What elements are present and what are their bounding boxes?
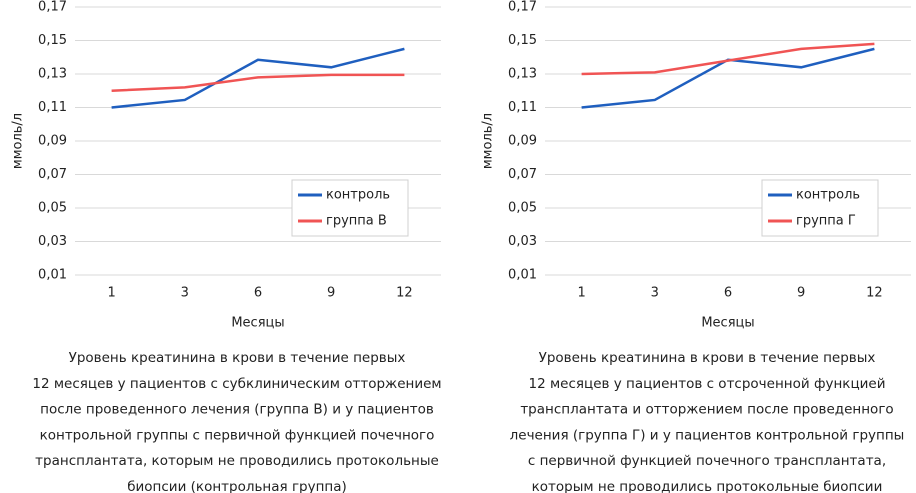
x-tick-label: 9 bbox=[327, 286, 335, 301]
y-tick-label: 0,05 bbox=[38, 201, 67, 216]
line-series bbox=[111, 47, 405, 109]
legend-label: контроль bbox=[796, 188, 860, 203]
caption-line: биопсии (контрольная группа) bbox=[127, 479, 347, 493]
line-series bbox=[581, 42, 875, 76]
x-tick-label: 3 bbox=[181, 286, 189, 301]
x-tick-label: 6 bbox=[724, 286, 732, 301]
y-tick-label: 0,11 bbox=[508, 100, 537, 115]
y-tick-label: 0,17 bbox=[508, 0, 537, 15]
legend-label: контроль bbox=[326, 188, 390, 203]
y-tick-label: 0,07 bbox=[38, 167, 67, 182]
caption-line: контрольной группы с первичной функцией … bbox=[40, 427, 435, 443]
y-axis-title: ммоль/л bbox=[481, 113, 496, 169]
y-tick-label: 0,09 bbox=[38, 134, 67, 149]
caption-line: трансплантата и отторжением после провед… bbox=[520, 402, 893, 418]
y-tick-label: 0,15 bbox=[38, 33, 67, 48]
y-tick-label: 0,03 bbox=[508, 234, 537, 249]
caption-line: Уровень креатинина в крови в течение пер… bbox=[539, 350, 876, 366]
y-tick-label: 0,05 bbox=[508, 201, 537, 216]
y-tick-label: 0,01 bbox=[508, 268, 537, 283]
x-tick-label: 9 bbox=[797, 286, 805, 301]
y-tick-label: 0,13 bbox=[508, 67, 537, 82]
y-tick-label: 0,17 bbox=[38, 0, 67, 15]
y-tick-label: 0,09 bbox=[508, 134, 537, 149]
x-tick-label: 1 bbox=[107, 286, 115, 301]
y-axis-title: ммоль/л bbox=[11, 113, 26, 169]
y-tick-label: 0,01 bbox=[38, 268, 67, 283]
line-series bbox=[111, 73, 405, 92]
x-tick-label: 1 bbox=[577, 286, 585, 301]
caption-line: 12 месяцев у пациентов с субклиническим … bbox=[32, 376, 441, 392]
x-axis-title: Месяцы bbox=[231, 316, 284, 331]
x-tick-label: 3 bbox=[651, 286, 659, 301]
caption-line: лечения (группа Г) и у пациентов контрол… bbox=[510, 427, 905, 443]
y-tick-label: 0,07 bbox=[508, 167, 537, 182]
caption-line: 12 месяцев у пациентов с отсроченной фун… bbox=[529, 376, 886, 392]
y-tick-label: 0,15 bbox=[508, 33, 537, 48]
caption-line: которым не проводились протокольные биоп… bbox=[532, 479, 883, 493]
legend-box bbox=[291, 179, 409, 237]
x-tick-label: 12 bbox=[866, 286, 883, 301]
caption-line: после проведенного лечения (группа В) и … bbox=[40, 402, 434, 418]
line-series bbox=[581, 47, 875, 109]
y-tick-label: 0,13 bbox=[38, 67, 67, 82]
caption-line: с первичной функцией почечного трансплан… bbox=[528, 453, 886, 469]
caption-line: Уровень креатинина в крови в течение пер… bbox=[69, 350, 406, 366]
legend-label: группа Г bbox=[796, 214, 856, 229]
y-tick-label: 0,03 bbox=[38, 234, 67, 249]
x-axis-title: Месяцы bbox=[701, 316, 754, 331]
x-tick-label: 12 bbox=[396, 286, 413, 301]
x-tick-label: 6 bbox=[254, 286, 262, 301]
legend-label: группа В bbox=[326, 214, 387, 229]
legend-box bbox=[761, 179, 879, 237]
y-tick-label: 0,11 bbox=[38, 100, 67, 115]
caption-line: трансплантата, которым не проводились пр… bbox=[35, 453, 439, 469]
